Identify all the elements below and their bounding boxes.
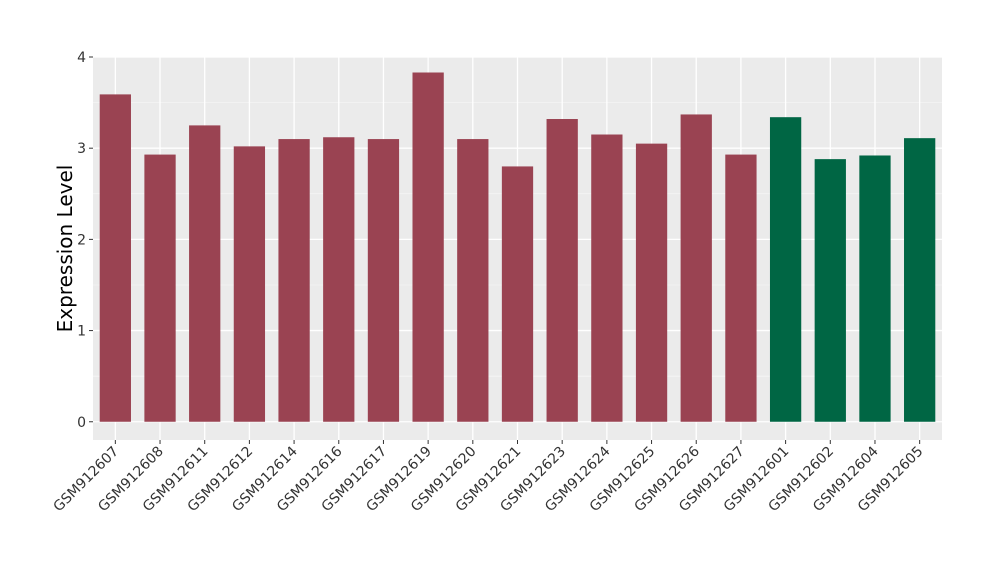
y-tick-label: 1 xyxy=(77,324,86,340)
bar-GSM912626 xyxy=(680,114,712,422)
bar-GSM912619 xyxy=(412,72,444,422)
bar-GSM912623 xyxy=(546,119,578,422)
y-axis: 0 1 2 3 4 xyxy=(77,50,93,431)
bar-GSM912624 xyxy=(591,134,623,422)
bar-GSM912604 xyxy=(859,155,891,422)
bar-GSM912621 xyxy=(501,166,534,422)
bar-GSM912625 xyxy=(635,143,668,422)
bars xyxy=(99,72,936,422)
bar-GSM912602 xyxy=(814,159,846,422)
bar-GSM912620 xyxy=(457,139,489,422)
bar-GSM912617 xyxy=(367,139,400,422)
bar-GSM912627 xyxy=(725,154,757,422)
bar-GSM912611 xyxy=(189,125,221,422)
y-tick-label: 2 xyxy=(77,232,86,248)
y-tick-label: 0 xyxy=(77,415,86,431)
x-axis: GSM912607GSM912608GSM912611GSM912612GSM9… xyxy=(51,440,926,515)
bar-GSM912612 xyxy=(233,146,266,422)
bar-GSM912607 xyxy=(99,94,131,422)
bar-GSM912616 xyxy=(323,137,355,422)
bar-GSM912608 xyxy=(144,154,176,422)
bar-GSM912601 xyxy=(769,117,802,422)
bar-GSM912605 xyxy=(904,138,936,422)
y-tick-label: 3 xyxy=(77,141,86,157)
y-axis-title: Expression Level xyxy=(53,165,77,333)
y-tick-label: 4 xyxy=(77,50,86,66)
bar-GSM912614 xyxy=(278,139,310,422)
